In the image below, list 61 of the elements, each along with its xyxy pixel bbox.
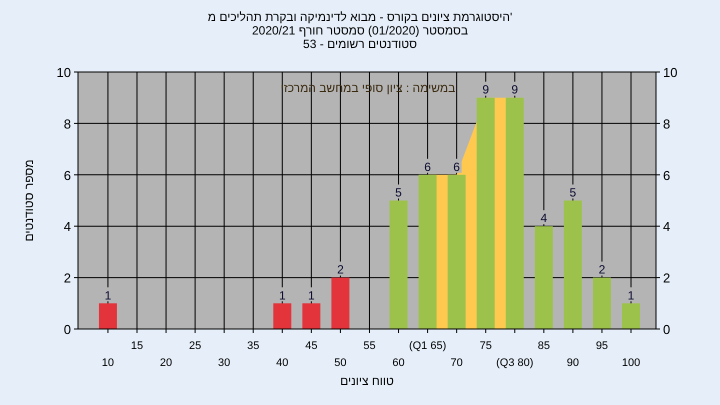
data-label: 1 <box>308 288 316 302</box>
x-tick-label: 25 <box>188 340 202 352</box>
data-label: 4 <box>540 211 548 226</box>
x-tick-label: 40 <box>276 357 288 369</box>
bar <box>476 98 495 329</box>
y2-tick-label: 10 <box>663 65 678 80</box>
y2-tick-label: 4 <box>663 219 670 234</box>
bar <box>98 303 117 329</box>
y2-tick-label: 6 <box>663 168 670 183</box>
bar <box>302 303 320 329</box>
x-axis-title: טווח ציונים <box>340 374 394 388</box>
bar <box>506 98 524 329</box>
x-tick-label: 60 <box>392 357 405 369</box>
data-label: 5 <box>570 186 577 200</box>
bar <box>273 303 292 329</box>
y2-tick-label: 0 <box>663 322 670 337</box>
y-tick-label: 8 <box>64 116 71 132</box>
x-tick-label: 55 <box>363 340 376 352</box>
x-tick-label: 70 <box>450 357 463 369</box>
data-label: 2 <box>337 262 344 277</box>
x-tick-label: 75 <box>480 340 492 352</box>
x-tick-label: 20 <box>160 357 172 369</box>
data-label: 5 <box>395 186 402 200</box>
y-tick-label: 10 <box>56 65 71 80</box>
y-tick-label: 6 <box>64 168 71 183</box>
bar <box>592 278 611 329</box>
data-label: 2 <box>598 262 606 277</box>
x-tick-label: 45 <box>305 340 318 352</box>
x-tick-label: 15 <box>130 340 144 352</box>
bar <box>534 226 553 329</box>
x-tick-label: 30 <box>218 357 230 369</box>
data-label: 1 <box>278 288 286 302</box>
y-axis-title: מספר סטודנטים <box>22 159 36 242</box>
y2-tick-label: 2 <box>663 270 670 286</box>
data-label: 1 <box>104 288 112 302</box>
x-tick-label: 95 <box>596 340 608 352</box>
bar <box>331 278 350 329</box>
bar <box>622 303 640 329</box>
bar <box>448 174 466 329</box>
x-tick-label: (Q1 65) <box>408 340 446 352</box>
data-label: 9 <box>511 82 518 97</box>
x-tick-label: 35 <box>247 340 260 352</box>
chart-title: היסטוגרמת ציונים בקורס - מבוא לדינמיקה ובקרת תהליכים מ' <box>208 10 512 24</box>
y-tick-label: 0 <box>64 322 71 337</box>
chart-subtitle: בסמסטר (01/2020) סמסטר חורף 2020/21 סטודנטים רשומים - 53 <box>252 24 468 51</box>
y2-tick-label: 8 <box>663 116 670 132</box>
x-tick-label: 85 <box>538 340 550 352</box>
x-tick-label: 50 <box>334 357 347 369</box>
data-label: 9 <box>482 82 490 97</box>
y-tick-label: 2 <box>64 270 71 286</box>
x-tick-label: 10 <box>102 357 114 369</box>
x-tick-label: 90 <box>566 357 580 369</box>
bar <box>418 174 437 329</box>
bar <box>390 200 408 329</box>
data-label: 6 <box>424 160 432 174</box>
y-tick-label: 4 <box>64 219 71 234</box>
data-label: 1 <box>628 288 635 302</box>
data-label: 6 <box>453 160 460 174</box>
x-tick-label: 100 <box>622 357 640 369</box>
x-tick-label: (Q3 80) <box>496 357 534 369</box>
bar <box>564 200 582 329</box>
